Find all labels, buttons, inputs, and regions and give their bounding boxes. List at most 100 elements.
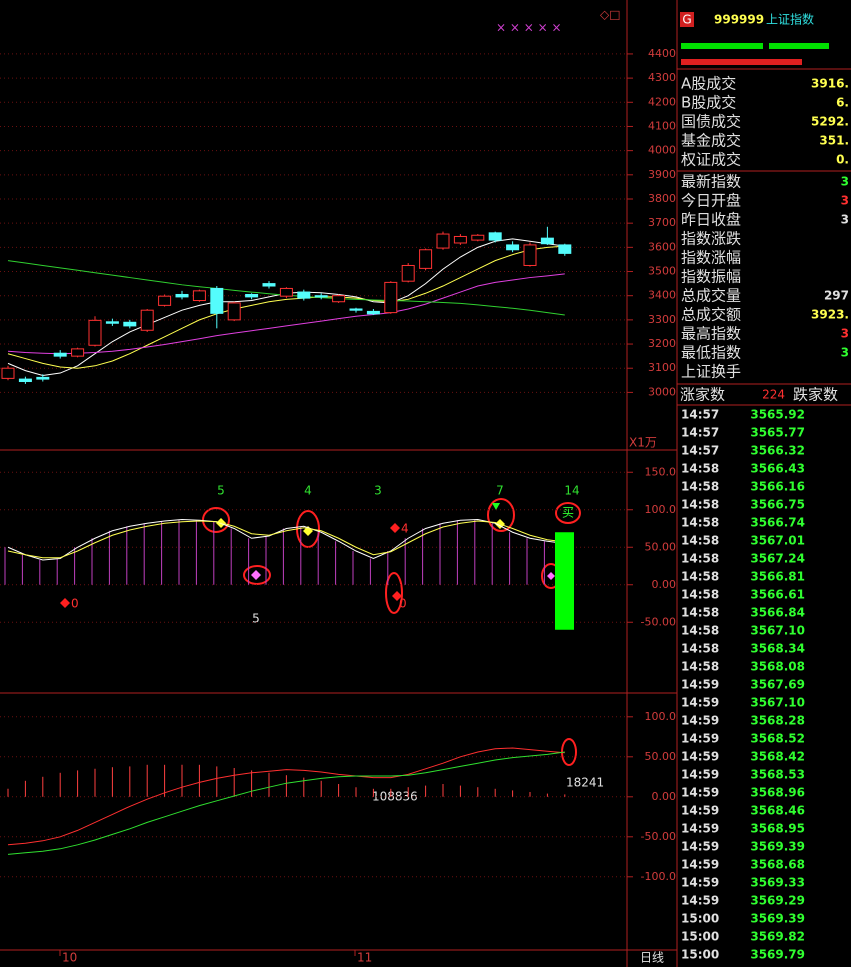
candle-body: [558, 244, 572, 254]
tick-time: 14:58: [681, 642, 719, 656]
tick-price: 3568.28: [750, 714, 805, 728]
y-tick-label: 3500: [648, 265, 676, 278]
panel-icons[interactable]: ◇□: [600, 8, 621, 22]
tick-price: 3566.16: [750, 480, 805, 494]
y-tick-label: 100.0: [645, 710, 677, 723]
candle-body: [366, 310, 380, 315]
tick-time: 14:59: [681, 876, 719, 890]
tick-price: 3569.29: [750, 894, 805, 908]
tick-price: 3568.95: [750, 822, 805, 836]
signal-label: 买: [562, 506, 574, 520]
y-tick-label: 50.00: [645, 750, 677, 763]
quote-label: 最低指数: [681, 344, 741, 362]
y-tick-label: 3800: [648, 192, 676, 205]
tick-price: 3566.43: [750, 462, 805, 476]
tick-time: 14:58: [681, 516, 719, 530]
tick-time: 14:59: [681, 786, 719, 800]
count-label: 4: [304, 484, 312, 498]
y-tick-label: 50.00: [645, 540, 677, 553]
quote-value: 5292.: [811, 115, 849, 129]
quote-label: 最高指数: [681, 325, 741, 343]
code: 999999: [714, 13, 764, 27]
marker: 5: [252, 612, 260, 626]
y-tick-label: 3200: [648, 337, 676, 350]
tick-time: 14:57: [681, 408, 719, 422]
quote-value: 3: [841, 346, 849, 360]
tick-time: 14:57: [681, 426, 719, 440]
candle-body: [540, 237, 554, 245]
unit-label: X1万: [629, 436, 657, 450]
tick-time: 15:00: [681, 912, 719, 926]
y-tick-label: 3600: [648, 240, 676, 253]
line: [7, 245, 565, 369]
quote-value: 297: [824, 289, 849, 303]
count-label: 14: [564, 484, 579, 498]
marker: 0: [399, 597, 407, 611]
quote-label: 权证成交: [681, 151, 741, 169]
tick-price: 3566.61: [750, 588, 805, 602]
y-tick-label: 4000: [648, 144, 676, 157]
signal-bar: [555, 532, 574, 630]
y-tick-label: 0.00: [652, 790, 677, 803]
candle-body: [419, 249, 433, 269]
period[interactable]: 日线: [640, 951, 664, 965]
tick-price: 3569.39: [750, 912, 805, 926]
tick-price: 3569.33: [750, 876, 805, 890]
status-bars: [681, 43, 829, 65]
quote-label: 国债成交: [681, 113, 741, 131]
tick-time: 15:00: [681, 930, 719, 944]
up-count: 224: [762, 388, 785, 402]
quote-value: 3916.: [811, 77, 849, 91]
quote-label: 最新指数: [681, 173, 741, 191]
tick-price: 3568.08: [750, 660, 805, 674]
y-tick-label: 4200: [648, 95, 676, 108]
marker: 4: [401, 522, 409, 536]
quote-label: B股成交: [681, 94, 736, 112]
quote-value: 0.: [836, 153, 849, 167]
candle-body: [53, 352, 67, 357]
tick-price: 3569.82: [750, 930, 805, 944]
tick-time: 14:59: [681, 858, 719, 872]
quote-label: 总成交量: [681, 287, 741, 305]
candle-body: [384, 281, 398, 314]
tick-time: 14:59: [681, 714, 719, 728]
count-label: 5: [217, 484, 225, 498]
tick-time: 14:59: [681, 678, 719, 692]
tick-price: 3567.01: [750, 534, 805, 548]
candle-body: [332, 295, 346, 303]
tick-time: 14:58: [681, 660, 719, 674]
y-tick-label: -100.0: [641, 870, 676, 883]
y-tick-label: 4400: [648, 47, 676, 60]
candle-body: [262, 283, 276, 287]
tick-price: 3567.24: [750, 552, 805, 566]
marker: 0: [71, 597, 79, 611]
badge-box: [680, 12, 694, 27]
candle-body: [18, 378, 32, 383]
candle-body: [471, 234, 485, 241]
candle-body: [71, 348, 85, 357]
y-tick-label: -50.00: [641, 615, 676, 628]
x-tick-label: 11: [357, 951, 372, 965]
line: [7, 520, 565, 559]
tick-price: 3566.75: [750, 498, 805, 512]
candle-body: [1, 367, 15, 379]
quote-value: 3: [841, 175, 849, 189]
candle-body: [297, 291, 311, 299]
quote-value: 351.: [819, 134, 849, 148]
tick-price: 3568.34: [750, 642, 805, 656]
candle-body: [88, 319, 102, 346]
line: [7, 747, 565, 846]
quote-value: 3923.: [811, 308, 849, 322]
tick-price: 3568.53: [750, 768, 805, 782]
tick-time: 14:58: [681, 480, 719, 494]
quote-value: 3: [841, 213, 849, 227]
candle-body: [123, 321, 137, 327]
macd-label: 18241: [566, 776, 604, 790]
candle-body: [401, 264, 415, 282]
tick-price: 3568.52: [750, 732, 805, 746]
count-label: 3: [374, 484, 382, 498]
signal-marks: × × × × ×: [496, 21, 562, 35]
macd-label: 108836: [372, 790, 418, 804]
